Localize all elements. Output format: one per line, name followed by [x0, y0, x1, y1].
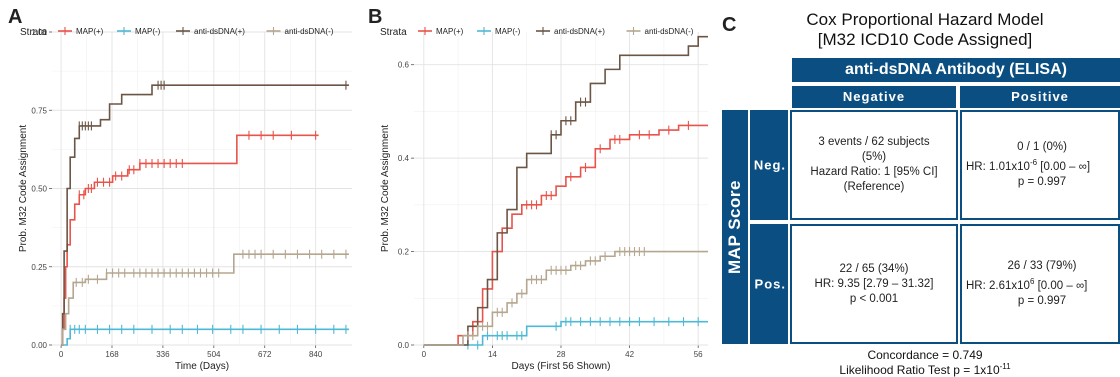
cox-title-line2: [M32 ICD10 Code Assigned]: [817, 30, 1033, 49]
cell-neg-pos-hr-base: HR: 1.01x10: [966, 160, 1030, 173]
x-tick-label: 336: [156, 350, 170, 359]
km-curve: [423, 124, 708, 346]
legend-title: Strata: [380, 27, 407, 38]
row-header-pos: Pos.: [750, 224, 788, 344]
km-curve: [61, 253, 349, 346]
cell-neg-neg-line2: (5%): [861, 151, 887, 163]
legend-label: MAP(+): [76, 27, 104, 36]
km-chart-2: 0 14 28 42 56 0.0 0.2 0.4 0.6 Days (First 56 Show…: [380, 27, 708, 372]
series-anti-dsDNA(-): [423, 247, 708, 346]
series-MAP(-): [61, 324, 349, 346]
y-tick-label: 0.75: [31, 106, 47, 115]
cell-neg-neg-line4: (Reference): [843, 181, 905, 193]
series-MAP(+): [423, 120, 708, 346]
x-tick-label: 0: [59, 350, 64, 359]
legend-1: Strata MAP(+) MAP(-) anti-dsDNA(+) anti-dsDN…: [20, 27, 334, 38]
km-chart-1: 0 168 336 504 672 840 0.00 0.25 0.50 0.75 1.00 Time…: [18, 27, 352, 372]
cell-neg-pos-counts: 0 / 1 (0%): [1017, 141, 1067, 154]
x-tick-label: 672: [258, 350, 272, 359]
cell-pos-neg-line3: p < 0.001: [849, 292, 899, 305]
panel-label-c: C: [722, 14, 737, 36]
y-axis-label: Prob. M32 Code Assignment: [18, 125, 29, 253]
x-axis-label: Time (Days): [175, 361, 229, 372]
row-header-neg-label: Neg.: [753, 157, 786, 173]
lrt-exp: -11: [999, 362, 1011, 371]
cell-neg-pos-hr: HR: 1.01x10-6 [0.00 – ∞]: [966, 155, 1090, 175]
cell-pos-pos-hr: HR: 2.61x106 [0.00 – ∞]: [966, 274, 1087, 294]
km-curve: [61, 328, 349, 346]
x-tick-label: 840: [309, 350, 323, 359]
series-MAP(+): [61, 130, 319, 346]
x-tick-label: 168: [105, 350, 119, 359]
row-header-neg: Neg.: [750, 110, 788, 220]
cell-neg-neg: 3 events / 62 subjects (5%) Hazard Ratio…: [790, 110, 958, 220]
cell-neg-pos-hr-exp: -6: [1029, 158, 1038, 168]
cox-title: Cox Proportional Hazard Model [M32 ICD10…: [760, 10, 1090, 50]
legend-label: anti-dsDNA(+): [554, 27, 605, 36]
cell-pos-pos-hr-ci: [0.00 – ∞]: [1034, 279, 1088, 292]
likelihood-ratio-test: Likelihood Ratio Test p = 1x10-11: [760, 362, 1090, 377]
y-tick-label: 0.25: [31, 263, 47, 272]
y-tick-label: 0.6: [398, 61, 410, 70]
cell-pos-neg-line2: HR: 9.35 [2.79 – 31.32]: [814, 277, 934, 290]
row-header-pos-label: Pos.: [754, 276, 786, 292]
legend-label: anti-dsDNA(-): [285, 27, 334, 36]
cell-pos-neg-line1: 22 / 65 (34%): [839, 262, 909, 275]
x-tick-label: 504: [207, 350, 221, 359]
cell-pos-pos-p: p = 0.997: [1017, 294, 1067, 307]
legend-label: anti-dsDNA(+): [194, 27, 245, 36]
cox-title-line1: Cox Proportional Hazard Model: [806, 10, 1044, 29]
cell-pos-neg: 22 / 65 (34%) HR: 9.35 [2.79 – 31.32] p …: [790, 224, 958, 344]
legend-label: anti-dsDNA(-): [645, 27, 694, 36]
x-tick-label: 14: [488, 350, 497, 359]
panel-label-b: B: [368, 6, 383, 28]
x-tick-label: 0: [422, 350, 427, 359]
y-tick-label: 0.50: [31, 185, 47, 194]
row-header-map-score: MAP Score: [722, 110, 748, 344]
cell-neg-pos: 0 / 1 (0%) HR: 1.01x10-6 [0.00 – ∞] p = …: [960, 110, 1120, 220]
col-header-negative: Negative: [792, 86, 956, 108]
km-curve: [423, 35, 708, 346]
legend-2: Strata MAP(+) MAP(-) anti-dsDNA(+) anti-dsDN…: [380, 27, 694, 38]
series-anti-dsDNA(-): [61, 249, 349, 346]
cell-pos-pos-hr-base: HR: 2.61x10: [966, 279, 1030, 292]
series-MAP(-): [423, 317, 708, 350]
cell-pos-pos: 26 / 33 (79%) HR: 2.61x106 [0.00 – ∞] p …: [960, 224, 1120, 344]
y-tick-label: 0.0: [398, 341, 410, 350]
x-tick-label: 56: [694, 350, 703, 359]
y-tick-label: 1.00: [31, 28, 47, 37]
legend-label: MAP(-): [495, 27, 521, 36]
y-tick-label: 0.00: [31, 341, 47, 350]
km-curve: [61, 134, 319, 346]
y-tick-label: 0.2: [398, 248, 410, 257]
cell-neg-neg-line3: Hazard Ratio: 1 [95% CI]: [810, 166, 938, 178]
series-anti-dsDNA(+): [423, 35, 708, 346]
col-header-positive: Positive: [960, 86, 1120, 108]
km-curve: [61, 84, 349, 346]
cell-neg-pos-hr-ci: [0.00 – ∞]: [1037, 160, 1091, 173]
concordance: Concordance = 0.749: [867, 348, 983, 362]
cell-pos-pos-hr-exp: 6: [1029, 277, 1035, 287]
series-anti-dsDNA(+): [61, 80, 349, 346]
cell-pos-pos-counts: 26 / 33 (79%): [1007, 260, 1077, 273]
x-tick-label: 42: [625, 350, 634, 359]
row-header-map-score-label: MAP Score: [725, 180, 744, 274]
cell-neg-pos-p: p = 0.997: [1017, 175, 1067, 188]
panel-label-a: A: [8, 6, 23, 28]
legend-label: MAP(-): [135, 27, 161, 36]
lrt-base: Likelihood Ratio Test p = 1x10: [839, 363, 1000, 377]
col-header-antibody: anti-dsDNA Antibody (ELISA): [792, 58, 1120, 82]
legend-title: Strata: [20, 27, 47, 38]
y-axis-label: Prob. M32 Code Assignment: [380, 125, 391, 253]
legend-label: MAP(+): [436, 27, 464, 36]
km-curve: [423, 320, 708, 346]
y-tick-label: 0.4: [398, 154, 410, 163]
km-curve: [423, 250, 708, 346]
x-tick-label: 28: [557, 350, 566, 359]
x-axis-label: Days (First 56 Shown): [512, 361, 611, 372]
cell-neg-neg-line1: 3 events / 62 subjects: [818, 136, 930, 148]
